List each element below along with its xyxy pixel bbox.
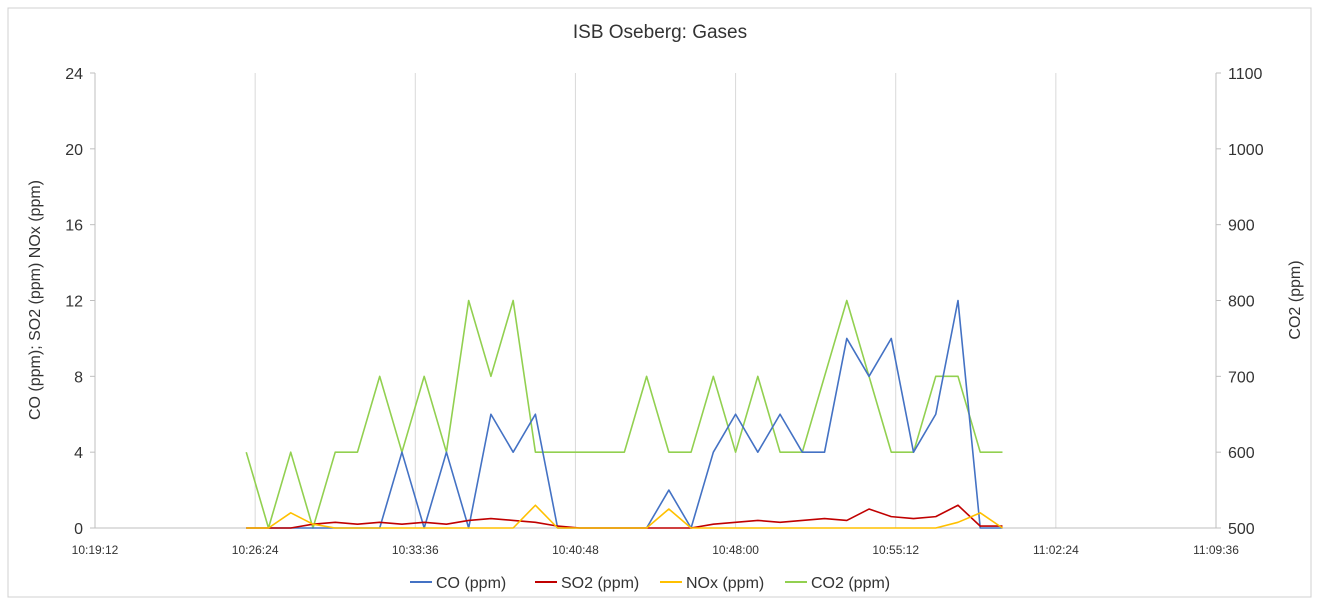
y-tick-label: 20 (65, 142, 83, 159)
y2-tick-label: 700 (1228, 369, 1255, 386)
y-tick-label: 0 (74, 521, 83, 538)
y-axis-title: CO (ppm); SO2 (ppm) NOx (ppm) (27, 180, 44, 420)
x-tick-label: 11:02:24 (1033, 543, 1079, 557)
y-tick-label: 24 (65, 66, 83, 83)
legend-label: CO (ppm) (436, 575, 506, 592)
y-tick-label: 16 (65, 218, 83, 235)
y2-tick-label: 1100 (1228, 66, 1263, 83)
x-tick-label: 10:19:12 (72, 543, 119, 557)
y2-axis-title: CO2 (ppm) (1287, 260, 1304, 339)
series-line (246, 504, 1003, 529)
series-line (245, 299, 1003, 529)
y2-tick-label: 800 (1228, 294, 1255, 311)
x-tick-label: 11:09:36 (1193, 543, 1239, 557)
legend-label: NOx (ppm) (686, 575, 764, 592)
y2-tick-label: 600 (1228, 445, 1255, 462)
x-tick-label: 10:40:48 (552, 543, 599, 557)
chart-border (7, 7, 1312, 598)
y-tick-label: 8 (74, 369, 83, 386)
x-tick-label: 10:48:00 (712, 543, 759, 557)
x-tick-label: 10:33:36 (392, 543, 439, 557)
x-tick-label: 10:26:24 (232, 543, 279, 557)
y-tick-label: 4 (74, 445, 83, 462)
y-tick-label: 12 (65, 294, 83, 311)
y2-tick-label: 1000 (1228, 142, 1264, 159)
legend-label: SO2 (ppm) (561, 575, 639, 592)
legend-label: CO2 (ppm) (811, 575, 890, 592)
chart-title: ISB Oseberg: Gases (573, 22, 747, 43)
y2-tick-label: 500 (1228, 521, 1255, 538)
y2-tick-label: 900 (1228, 218, 1255, 235)
x-tick-label: 10:55:12 (872, 543, 919, 557)
